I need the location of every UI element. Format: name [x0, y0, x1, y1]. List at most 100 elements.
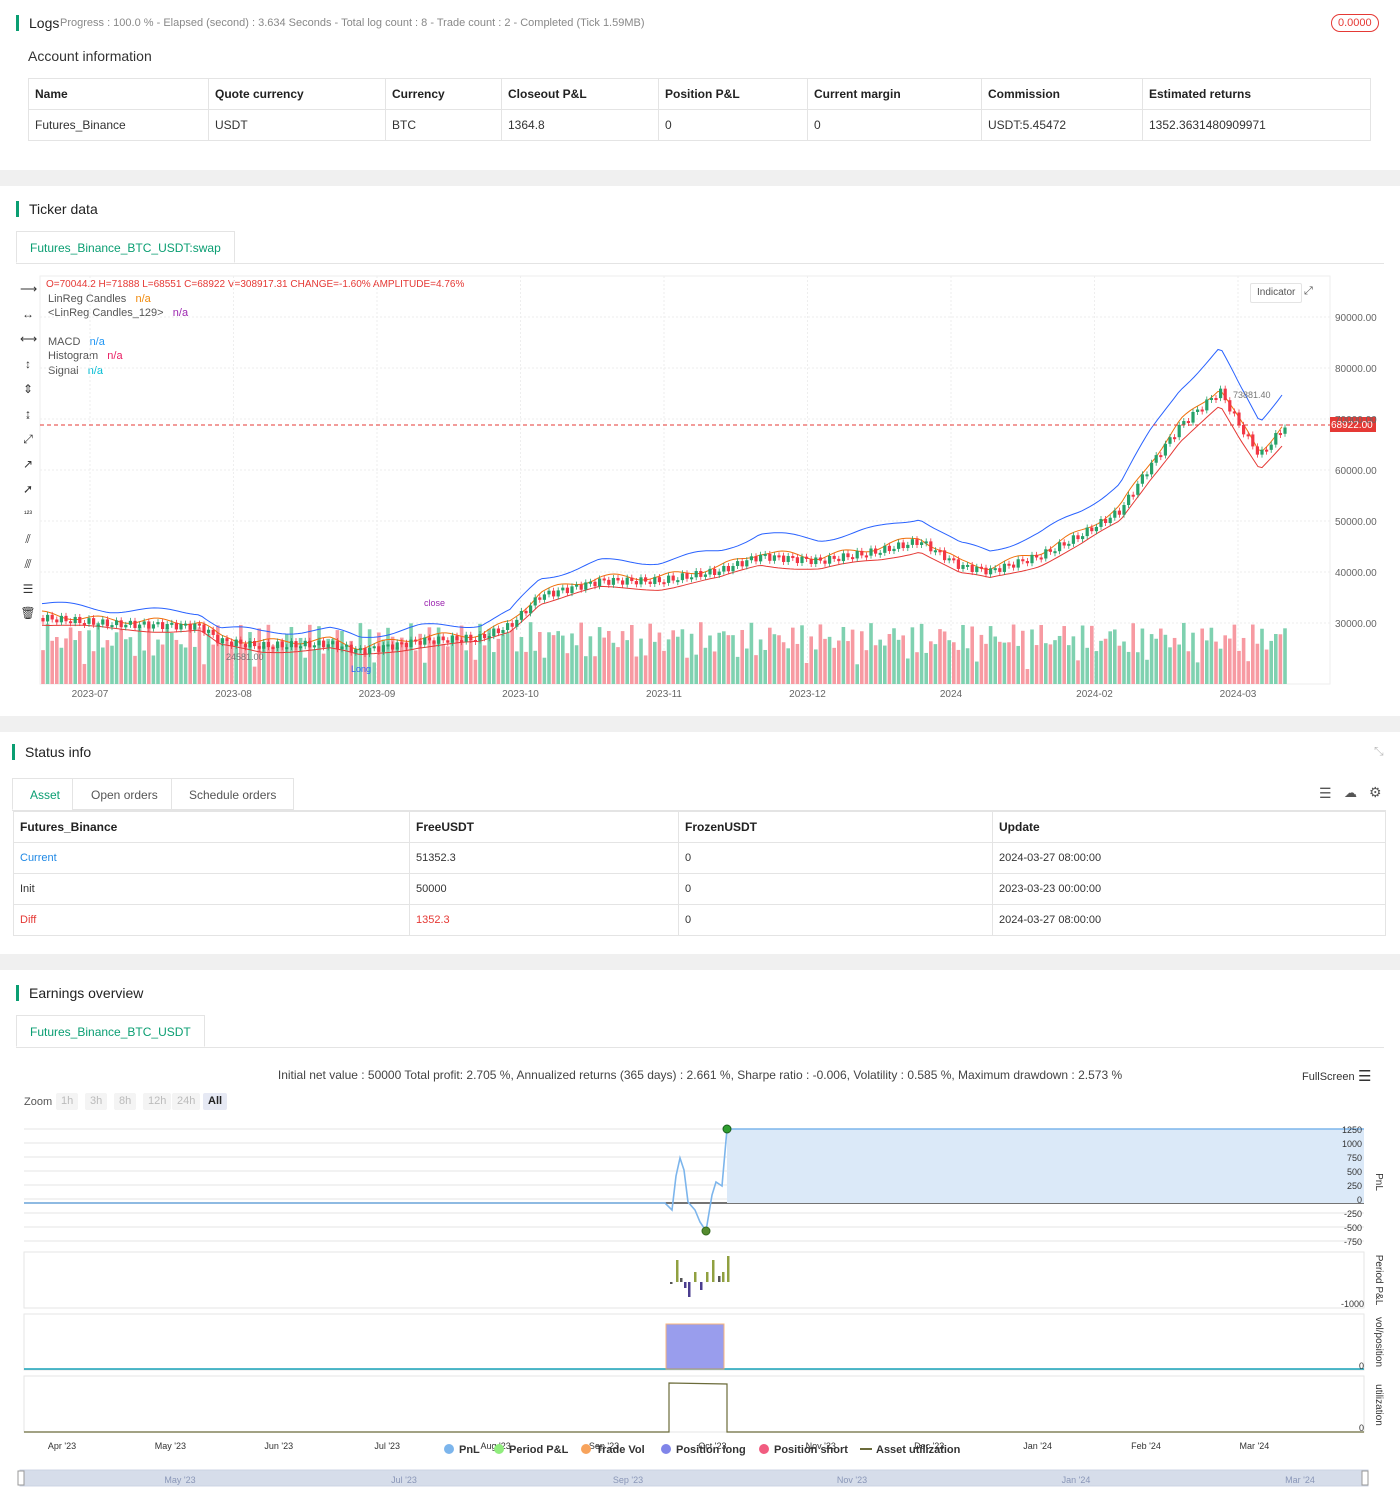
- volume-bar: [1209, 627, 1214, 684]
- arrow-line-icon[interactable]: ➚: [22, 482, 34, 496]
- navigator-handle-right[interactable]: [1361, 1470, 1369, 1486]
- navigator-handle-left[interactable]: [17, 1470, 25, 1486]
- navigator-range[interactable]: [20, 1470, 1368, 1486]
- volume-bar: [547, 632, 551, 684]
- price-label-icon[interactable]: ¹²³: [24, 509, 32, 518]
- candle-body: [782, 555, 786, 562]
- trend-line-icon[interactable]: ⤢: [23, 432, 33, 446]
- volume-bar: [280, 640, 284, 684]
- volume-bar: [1002, 642, 1007, 684]
- tab-earnings-symbol[interactable]: Futures_Binance_BTC_USDT: [16, 1015, 205, 1047]
- settings-icon[interactable]: ⚙: [1369, 784, 1382, 800]
- legend-trade-vol[interactable]: Trade Vol: [581, 1444, 645, 1456]
- list-icon[interactable]: ☰: [1319, 785, 1332, 801]
- volume-bar: [257, 628, 261, 684]
- zoom-8h-button[interactable]: 8h: [114, 1093, 137, 1110]
- tab-open-orders[interactable]: Open orders: [72, 778, 177, 810]
- asset-table: Futures_Binance FreeUSDT FrozenUSDT Upda…: [13, 811, 1386, 936]
- candle-body: [151, 624, 155, 629]
- candle-body: [427, 637, 431, 641]
- volume-bar: [680, 629, 685, 684]
- fib-levels-icon[interactable]: ☰: [22, 582, 34, 596]
- volume-bar: [887, 634, 892, 684]
- candle-body: [694, 571, 698, 578]
- volume-bar: [671, 630, 675, 684]
- volume-bar: [551, 635, 556, 684]
- tab-asset[interactable]: Asset: [12, 778, 79, 810]
- volume-bar: [961, 624, 965, 684]
- menu-icon[interactable]: ☰: [1358, 1068, 1372, 1085]
- volume-bar: [1251, 624, 1255, 684]
- candlestick-chart[interactable]: 68922.00 73881.40 24581.00 close Long 90…: [0, 186, 1400, 716]
- extended-line-icon[interactable]: ⟷: [20, 332, 38, 346]
- zoom-all-button[interactable]: All: [203, 1093, 228, 1110]
- volume-bar: [377, 632, 381, 684]
- asset-cell-label: Current: [13, 842, 410, 874]
- candle-body: [1039, 557, 1043, 560]
- legend-pnl[interactable]: PnL: [444, 1444, 480, 1456]
- candle-body: [795, 557, 799, 564]
- volume-bar: [271, 645, 275, 684]
- vertical-line-icon[interactable]: ↕: [25, 357, 31, 371]
- pane-frame: [23, 1375, 1365, 1433]
- candle-body: [161, 622, 165, 630]
- candle-body: [450, 635, 454, 643]
- tab-ticker-symbol[interactable]: Futures_Binance_BTC_USDT:swap: [16, 231, 235, 263]
- candle-body: [400, 642, 404, 645]
- expand-icon[interactable]: ⤢: [1304, 285, 1313, 297]
- candle-body: [667, 575, 671, 583]
- legend-position-short[interactable]: Position short: [759, 1444, 848, 1456]
- candle-body: [966, 564, 970, 567]
- fib-channel-icon[interactable]: ⫻: [24, 557, 32, 571]
- volume-bar: [685, 657, 689, 684]
- candle-body: [257, 646, 261, 649]
- trash-icon[interactable]: 🗑: [20, 606, 36, 620]
- fullscreen-button[interactable]: FullScreen: [1302, 1071, 1355, 1083]
- y-tick-label: 80000.00: [1335, 364, 1377, 375]
- period-pnl-bar: [688, 1282, 691, 1297]
- parallel-channel-icon[interactable]: ⫽: [25, 532, 31, 546]
- zoom-12h-button[interactable]: 12h: [143, 1093, 172, 1110]
- volume-bar: [993, 636, 997, 684]
- vertical-ray-icon[interactable]: ⇕: [22, 382, 34, 396]
- legend-macd: MACD n/a: [48, 336, 105, 348]
- candle-body: [1048, 549, 1052, 552]
- zoom-24h-button[interactable]: 24h: [172, 1093, 201, 1110]
- volume-bar: [1140, 628, 1145, 684]
- candle-body: [575, 584, 579, 587]
- legend-period-pnl[interactable]: Period P&L: [494, 1444, 568, 1456]
- asset-header-row: Futures_Binance FreeUSDT FrozenUSDT Upda…: [13, 811, 1386, 843]
- volume-bar: [59, 647, 64, 684]
- asset-cell: 51352.3: [409, 842, 679, 874]
- candle-body: [625, 577, 629, 585]
- volume-bar: [643, 655, 648, 684]
- candle-body: [713, 568, 717, 575]
- volume-bar: [289, 626, 294, 684]
- volume-bar: [220, 638, 225, 684]
- trend-ray-icon[interactable]: ↗: [22, 457, 34, 471]
- candle-body: [211, 629, 215, 635]
- zoom-1h-button[interactable]: 1h: [56, 1093, 79, 1110]
- horizontal-ray-icon[interactable]: ↔: [22, 307, 34, 321]
- candle-body: [722, 565, 726, 572]
- candle-body: [262, 641, 266, 649]
- vertical-segment-icon[interactable]: ↨: [25, 407, 31, 421]
- candle-body: [1062, 542, 1066, 546]
- candle-body: [276, 641, 280, 649]
- indicator-button[interactable]: Indicator: [1250, 283, 1303, 303]
- collapse-icon[interactable]: ⤡: [1374, 744, 1384, 758]
- cloud-download-icon[interactable]: ☁: [1344, 785, 1357, 800]
- volume-bar: [579, 622, 583, 684]
- candle-body: [271, 647, 275, 650]
- earnings-chart[interactable]: 1250 1000 750 500 250 0 -250 -500 -750 -1000 0 0 PnL…: [0, 1110, 1400, 1510]
- period-pnl-bar: [727, 1256, 730, 1282]
- volume-bar: [427, 627, 432, 684]
- legend-asset-utilization[interactable]: Asset utilization: [860, 1444, 960, 1456]
- candle-body: [381, 645, 385, 652]
- candle-body: [584, 582, 588, 590]
- tab-schedule-orders[interactable]: Schedule orders: [171, 778, 295, 810]
- legend-position-long[interactable]: Position long: [661, 1444, 746, 1456]
- candle-body: [975, 566, 979, 573]
- zoom-3h-button[interactable]: 3h: [85, 1093, 108, 1110]
- horizontal-line-icon[interactable]: ⟶: [20, 282, 38, 296]
